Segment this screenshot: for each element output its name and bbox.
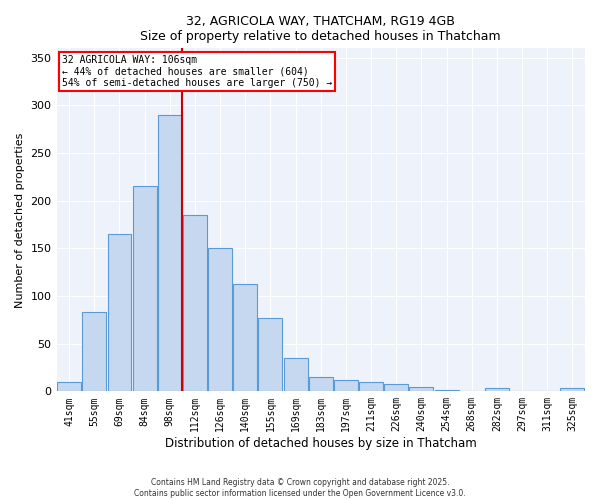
Bar xyxy=(259,318,283,392)
Bar xyxy=(284,358,308,392)
Bar xyxy=(409,386,433,392)
Bar xyxy=(560,388,584,392)
X-axis label: Distribution of detached houses by size in Thatcham: Distribution of detached houses by size … xyxy=(165,437,476,450)
Bar xyxy=(334,380,358,392)
Bar xyxy=(309,377,333,392)
Bar xyxy=(485,388,509,392)
Bar xyxy=(158,115,182,392)
Text: 32 AGRICOLA WAY: 106sqm
← 44% of detached houses are smaller (604)
54% of semi-d: 32 AGRICOLA WAY: 106sqm ← 44% of detache… xyxy=(62,55,332,88)
Bar xyxy=(107,234,131,392)
Text: Contains HM Land Registry data © Crown copyright and database right 2025.
Contai: Contains HM Land Registry data © Crown c… xyxy=(134,478,466,498)
Bar xyxy=(233,284,257,392)
Title: 32, AGRICOLA WAY, THATCHAM, RG19 4GB
Size of property relative to detached house: 32, AGRICOLA WAY, THATCHAM, RG19 4GB Siz… xyxy=(140,15,501,43)
Bar xyxy=(359,382,383,392)
Bar xyxy=(133,186,157,392)
Bar xyxy=(434,390,458,392)
Bar xyxy=(385,384,408,392)
Bar xyxy=(57,382,81,392)
Bar xyxy=(183,215,207,392)
Bar xyxy=(82,312,106,392)
Bar xyxy=(208,248,232,392)
Y-axis label: Number of detached properties: Number of detached properties xyxy=(15,132,25,308)
